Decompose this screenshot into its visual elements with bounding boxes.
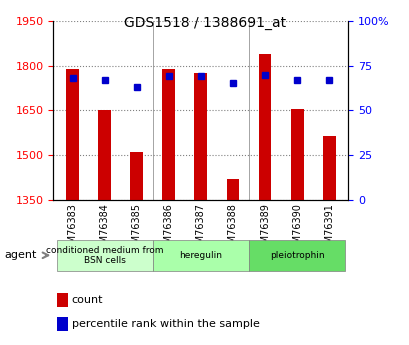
Bar <box>66 69 79 200</box>
Bar <box>162 69 175 200</box>
Text: agent: agent <box>4 250 36 260</box>
Text: heregulin: heregulin <box>179 251 222 260</box>
Bar <box>130 152 143 200</box>
FancyBboxPatch shape <box>56 240 153 271</box>
Bar <box>226 179 239 200</box>
Bar <box>98 110 111 200</box>
Text: percentile rank within the sample: percentile rank within the sample <box>72 319 259 329</box>
Text: GDS1518 / 1388691_at: GDS1518 / 1388691_at <box>124 16 285 30</box>
Bar <box>194 73 207 200</box>
Bar <box>290 109 303 200</box>
Bar <box>322 136 335 200</box>
Text: pleiotrophin: pleiotrophin <box>269 251 324 260</box>
Text: conditioned medium from
BSN cells: conditioned medium from BSN cells <box>46 246 163 265</box>
FancyBboxPatch shape <box>248 240 344 271</box>
FancyBboxPatch shape <box>153 240 248 271</box>
Bar <box>258 53 271 200</box>
Text: count: count <box>72 295 103 305</box>
